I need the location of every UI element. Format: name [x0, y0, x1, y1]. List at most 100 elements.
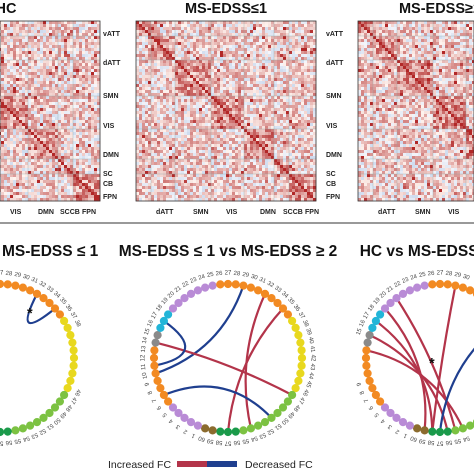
roi-node [18, 424, 27, 433]
roi-node [294, 331, 303, 340]
roi-node-label: 28 [445, 271, 453, 278]
matrix-ms-edss-ge2 [357, 20, 474, 202]
roi-node [0, 279, 5, 289]
roi-node [420, 426, 429, 435]
roi-node [180, 413, 189, 422]
roi-node-label: 19 [373, 297, 382, 306]
roi-node [371, 390, 380, 400]
roi-node-label: 1 [402, 431, 408, 438]
roi-node-label: 27 [437, 271, 444, 277]
connectogram-ms1-vs-ms2: 27 28 29 30 31 323334353637383940414243444546… [141, 271, 316, 446]
connectogram-row: HC vs MS-EDSS ≤ 1 MS-EDSS ≤ 1 vs MS-EDSS… [0, 243, 474, 445]
roi-node-label: 25 [207, 272, 215, 279]
roi-node-label: 28 [5, 271, 13, 278]
net-label-vatt: vATT [326, 31, 344, 38]
matrix-title-ms-edss-ge2: MS-EDSS≥2 [399, 1, 474, 17]
roi-node [26, 286, 35, 295]
roi-node [435, 279, 445, 289]
roi-node [260, 289, 270, 298]
roi-node [174, 298, 183, 308]
roi-node-label: 15 [144, 327, 152, 336]
roi-node [151, 369, 160, 378]
roi-node-label: 7 [151, 397, 158, 403]
roi-node [420, 281, 429, 290]
roi-node [297, 361, 306, 370]
roi-node-label: 37 [297, 311, 306, 320]
roi-node [45, 298, 54, 308]
roi-node [223, 279, 233, 289]
roi-node [11, 281, 20, 290]
roi-node-label: 34 [52, 291, 61, 300]
roi-node [208, 281, 217, 290]
roi-node [267, 413, 276, 422]
matrix1-x-labels: dATT SMN VIS DMN SCCB FPN [156, 209, 319, 216]
net-label-sccb: SCCB [283, 209, 303, 216]
roi-node [297, 353, 307, 363]
roi-node-label: 38 [301, 319, 309, 328]
net-label-smn: SMN [415, 209, 431, 216]
roi-node-label: 26 [428, 271, 436, 278]
net-label-datt: dATT [156, 209, 174, 216]
roi-node-label: 58 [427, 439, 435, 446]
roi-node [297, 346, 306, 355]
roi-node [164, 310, 173, 319]
roi-node-label: 18 [155, 303, 164, 312]
net-label-fpn: FPN [305, 209, 319, 216]
matrix0-x-labels: VIS DMN SCCB FPN [10, 209, 96, 216]
roi-node [66, 376, 75, 385]
net-label-dmn: DMN [38, 209, 54, 216]
roi-node-label: 13 [141, 345, 148, 353]
matrix-title-ms-edss-le1: MS-EDSS≤1 [185, 1, 267, 17]
roi-node-label: 20 [379, 290, 388, 299]
roi-node [150, 346, 159, 355]
roi-node [208, 426, 217, 435]
roi-node [168, 403, 178, 412]
roi-node [159, 316, 168, 326]
roi-node-label: 1 [190, 431, 196, 438]
roi-node [60, 316, 69, 326]
roi-node [363, 338, 372, 347]
decreased-fc-link [154, 320, 187, 367]
roi-node [288, 316, 297, 326]
roi-node-label: 32 [266, 281, 275, 290]
roi-node-label: 36 [292, 304, 301, 313]
roi-node [3, 280, 12, 289]
roi-node-label: 45 [304, 380, 312, 389]
net-label-dmn: DMN [326, 152, 342, 159]
roi-node [216, 427, 225, 436]
roi-node-label: 6 [156, 404, 163, 411]
roi-node [26, 421, 35, 430]
legend-decreased-label: Decreased FC [245, 459, 313, 471]
roi-node [365, 331, 374, 340]
roi-node-label: 40 [307, 337, 314, 345]
roi-node-label: 9 [144, 381, 151, 387]
increased-fc-link [366, 349, 464, 429]
decreased-fc-link [26, 293, 56, 325]
roi-node-label: 30 [250, 274, 259, 282]
roi-node-label: 31 [258, 277, 267, 285]
roi-node [3, 427, 12, 436]
roi-node-label: 39 [304, 328, 312, 337]
net-label-cb: CB [326, 181, 336, 188]
roi-node [39, 294, 48, 303]
net-label-vis: VIS [10, 209, 22, 216]
roi-node [156, 384, 165, 393]
roi-node-label: 53 [29, 431, 38, 439]
roi-node-label: 50 [280, 416, 289, 425]
roi-node [458, 283, 467, 292]
roi-node [380, 403, 390, 412]
legend-increased-label: Increased FC [108, 459, 171, 471]
significance-marker-right: * [429, 356, 435, 372]
roi-node [283, 310, 292, 319]
roi-node-label: 51 [273, 422, 282, 431]
roi-node [376, 310, 385, 319]
legend-increased-swatch [177, 461, 207, 467]
net-label-vis: VIS [326, 123, 338, 130]
roi-node [156, 323, 165, 332]
roi-node-label: 46 [73, 388, 81, 397]
roi-node-label: 31 [30, 277, 39, 285]
net-label-sc: SC [103, 171, 113, 178]
roi-node [239, 281, 248, 290]
